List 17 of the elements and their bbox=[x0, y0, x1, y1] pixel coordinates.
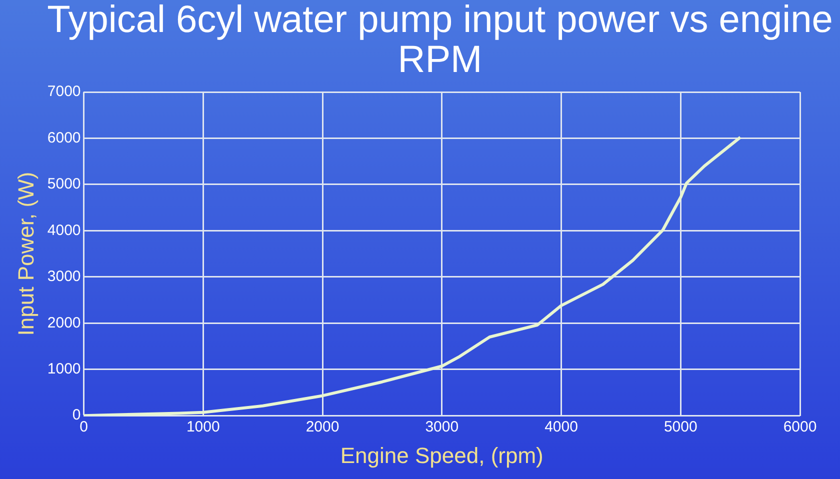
y-tick-label: 0 bbox=[72, 406, 81, 424]
x-tick-label: 1000 bbox=[186, 418, 220, 436]
y-tick-label: 2000 bbox=[47, 314, 81, 332]
x-tick-label: 3000 bbox=[425, 418, 459, 436]
chart-title: Typical 6cyl water pump input power vs engine RPM bbox=[46, 0, 834, 81]
x-tick-label: 4000 bbox=[544, 418, 578, 436]
y-tick-label: 7000 bbox=[47, 83, 81, 100]
y-tick-label: 6000 bbox=[47, 129, 81, 146]
y-tick-label: 1000 bbox=[47, 360, 81, 378]
y-tick-label: 5000 bbox=[47, 176, 81, 193]
y-axis-title: Input Power, (W) bbox=[13, 172, 38, 336]
x-tick-label: 2000 bbox=[306, 418, 340, 436]
y-tick-label: 4000 bbox=[47, 222, 81, 239]
y-tick-label: 3000 bbox=[47, 268, 81, 286]
x-axis-title: Engine Speed, (rpm) bbox=[340, 442, 544, 468]
x-tick-label: 6000 bbox=[783, 418, 817, 436]
x-tick-label: 5000 bbox=[664, 418, 698, 436]
